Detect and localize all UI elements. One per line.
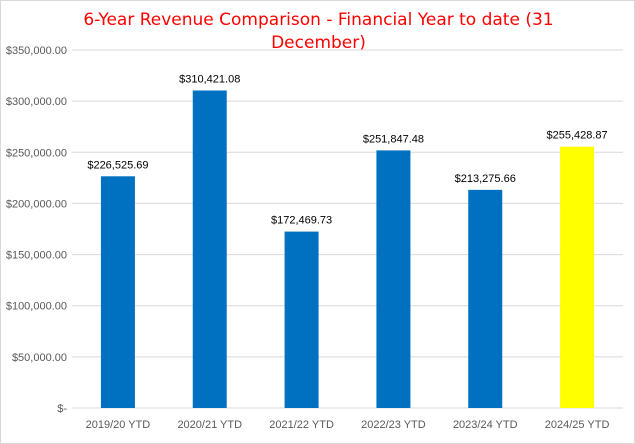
- y-tick-label: $150,000.00: [6, 250, 67, 262]
- x-tick-label: 2023/24 YTD: [453, 419, 518, 431]
- bar: [284, 231, 319, 408]
- y-tick-label: $100,000.00: [6, 301, 67, 313]
- bar: [192, 90, 227, 408]
- bar: [560, 146, 595, 408]
- data-label: $213,275.66: [455, 173, 516, 185]
- chart-title-line-1: 6-Year Revenue Comparison - Financial Ye…: [83, 10, 554, 30]
- y-tick-label: $250,000.00: [6, 147, 67, 159]
- x-tick-label: 2021/22 YTD: [269, 419, 334, 431]
- y-tick-label: $350,000.00: [6, 45, 67, 57]
- data-label: $255,428.87: [546, 130, 607, 142]
- chart-title: 6-Year Revenue Comparison - Financial Ye…: [1, 9, 635, 55]
- y-tick-label: $200,000.00: [6, 198, 67, 210]
- x-tick-label: 2020/21 YTD: [177, 419, 242, 431]
- y-tick-label: $50,000.00: [12, 352, 67, 364]
- bar: [468, 189, 503, 408]
- bar: [100, 176, 135, 408]
- y-tick-label: $300,000.00: [6, 96, 67, 108]
- x-tick-label: 2024/25 YTD: [545, 419, 610, 431]
- y-tick-label: $-: [57, 403, 67, 415]
- data-label: $310,421.08: [179, 73, 240, 85]
- x-tick-label: 2019/20 YTD: [86, 419, 151, 431]
- bar: [376, 150, 411, 409]
- data-label: $251,847.48: [363, 133, 424, 145]
- chart-title-line-2: December): [271, 33, 366, 53]
- data-label: $172,469.73: [271, 215, 332, 227]
- x-tick-label: 2022/23 YTD: [361, 419, 426, 431]
- data-label: $226,525.69: [87, 159, 148, 171]
